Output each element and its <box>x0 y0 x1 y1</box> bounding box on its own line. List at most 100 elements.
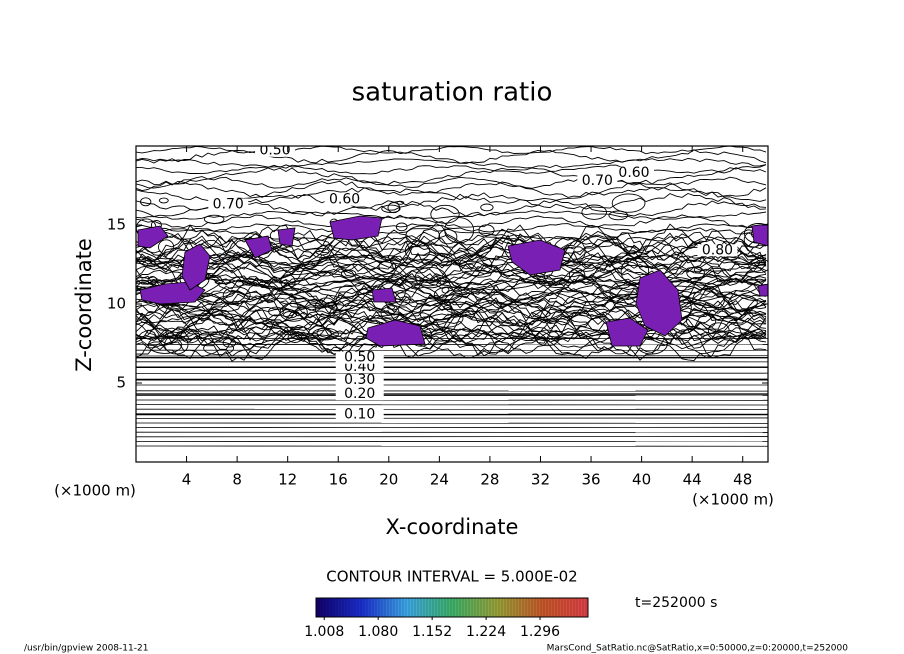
x-tick-label: 44 <box>683 471 702 489</box>
contour-line <box>136 210 767 220</box>
label-gap <box>577 174 618 187</box>
contour-label: 0.10 <box>344 407 375 423</box>
contour-loop <box>685 311 717 330</box>
contour-loop <box>532 309 551 318</box>
y-tick-label: 15 <box>107 216 126 234</box>
contour-loop <box>340 269 357 278</box>
contour-loop <box>203 341 235 356</box>
contour-loop <box>147 336 183 354</box>
contour-loop <box>140 197 152 207</box>
contour-line <box>136 228 767 259</box>
contour-line <box>136 146 767 155</box>
contour-loop <box>386 305 396 310</box>
contour-loop <box>312 327 339 341</box>
x-tick-label: 20 <box>379 471 398 489</box>
colorbar-tick-label: 1.008 <box>304 624 344 640</box>
colorbar-tick-label: 1.296 <box>520 624 560 640</box>
contour-loop <box>147 276 158 286</box>
contour-loop <box>314 297 338 318</box>
contour-loop <box>459 254 493 277</box>
contour-loop <box>692 288 725 312</box>
colorbar-tick-label: 1.080 <box>358 624 398 640</box>
contour-line <box>136 330 767 362</box>
region <box>605 317 649 347</box>
contour-label: 0.50 <box>344 350 375 366</box>
contour-label: 0.60 <box>618 165 649 181</box>
colorbar: 1.008 1.080 1.152 1.224 1.296 <box>304 597 589 640</box>
footer-left: /usr/bin/gpview 2008-11-21 <box>24 644 148 654</box>
contour-loop <box>438 229 458 245</box>
x-tick-label: 4 <box>182 471 192 489</box>
label-gap <box>335 351 384 364</box>
contour-loop <box>707 322 730 339</box>
y-axis-title: Z-coordinate <box>72 238 96 372</box>
contour-loop <box>478 224 495 237</box>
contour-label: 0.30 <box>344 372 375 388</box>
x-tick-label: 32 <box>531 471 550 489</box>
contour-loop <box>444 217 475 244</box>
contour-line <box>136 214 767 229</box>
contour-loop <box>535 329 560 347</box>
label-gap <box>335 373 384 386</box>
contour-loop <box>158 239 175 255</box>
x-unit-label: (×1000 m) <box>692 491 774 509</box>
x-tick-label: 16 <box>329 471 348 489</box>
contour-loop <box>568 268 586 283</box>
contour-line <box>136 167 767 186</box>
y-tick-label: 5 <box>116 374 126 392</box>
contour-label: 0.70 <box>213 196 244 212</box>
y-tick-label: 10 <box>107 295 126 313</box>
contour-line <box>136 328 767 361</box>
contour-line <box>136 192 767 211</box>
region <box>507 239 566 276</box>
contour-loop <box>315 247 330 256</box>
contour-line <box>136 180 767 198</box>
region <box>757 283 768 297</box>
contour-line <box>136 158 767 169</box>
contour-loop <box>158 197 169 204</box>
contour-loop <box>395 222 408 232</box>
plot-area: 0.100.200.300.400.500.500.70 0.600.70 0.60… <box>136 143 768 447</box>
contour-loop <box>433 286 463 303</box>
contour-loop <box>611 193 646 213</box>
contour-loop <box>404 240 431 261</box>
contour-loop <box>268 306 284 317</box>
contour-loop <box>288 296 298 301</box>
contour-loop <box>686 266 705 280</box>
contour-loop <box>316 327 332 340</box>
x-tick-label: 28 <box>480 471 499 489</box>
label-gap <box>324 193 365 206</box>
x-axis-title: X-coordinate <box>386 515 519 539</box>
x-tick-label: 48 <box>733 471 752 489</box>
x-tick-label: 36 <box>581 471 600 489</box>
contour-loop <box>214 279 224 284</box>
contour-label: 0.50 <box>259 143 290 159</box>
label-gap <box>335 361 384 374</box>
x-tick-label: 8 <box>232 471 242 489</box>
x-unit-label: (×1000 m) <box>54 482 136 500</box>
label-gap <box>255 146 296 157</box>
label-gap <box>335 388 384 401</box>
supersaturated-regions <box>137 215 768 347</box>
contour-line <box>136 176 767 189</box>
contour-loop <box>405 225 441 247</box>
contour-loop <box>203 214 225 224</box>
contour-loop <box>287 332 303 343</box>
contour-label: 0.70 <box>582 173 613 189</box>
region <box>181 243 211 291</box>
contour-loop <box>419 300 453 326</box>
contour-line <box>136 234 767 271</box>
contour-loop <box>180 328 200 344</box>
label-gap <box>614 166 655 179</box>
contour-loop <box>581 204 607 220</box>
label-gap <box>335 408 384 421</box>
contour-loop <box>693 266 702 274</box>
contour-label: 0.20 <box>344 386 375 402</box>
contour-loop <box>283 311 298 319</box>
contour-loop <box>414 266 447 289</box>
time-label: t=252000 s <box>635 595 717 611</box>
contour-line <box>136 230 767 263</box>
contour-loop <box>727 294 758 311</box>
